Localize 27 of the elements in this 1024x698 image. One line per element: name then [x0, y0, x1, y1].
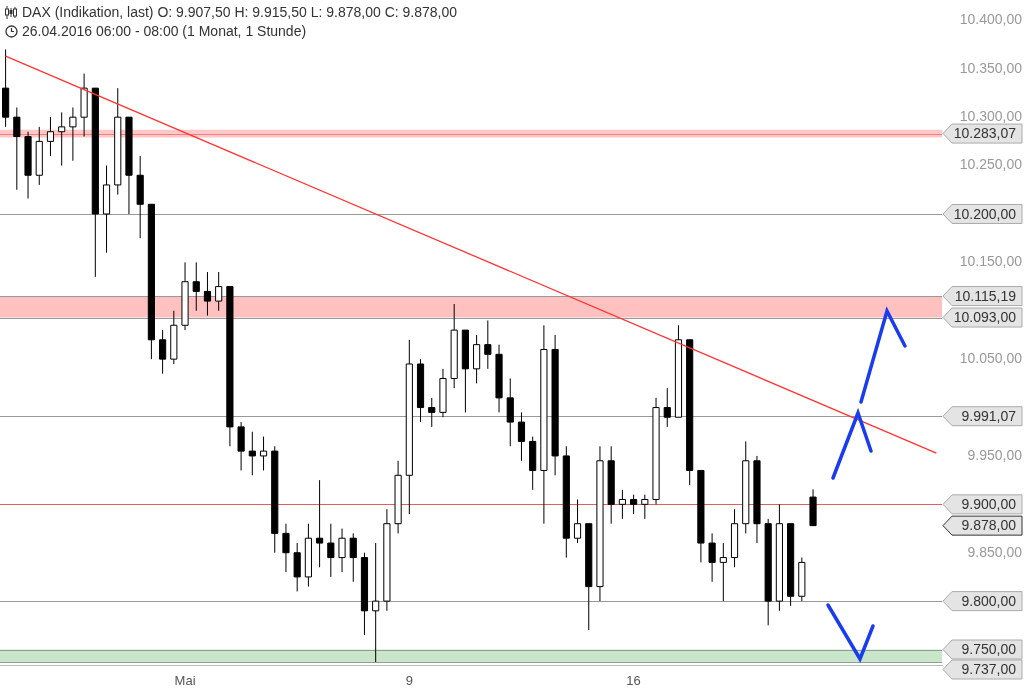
candlestick: [652, 397, 660, 505]
y-tick-label: 10.250,00: [959, 156, 1023, 173]
ref-line-label: 9.991,07: [961, 408, 1017, 425]
y-tick-label: 10.150,00: [959, 253, 1023, 270]
y-tick-label: 10.400,00: [959, 11, 1023, 28]
x-tick-label: 9: [405, 673, 413, 689]
y-tick-label: 10.050,00: [959, 350, 1023, 367]
y-tick-label: 9.950,00: [967, 446, 1023, 463]
ref-line-label: 9.900,00: [961, 496, 1017, 513]
chart-subtitle: 26.04.2016 06:00 - 08:00 (1 Monat, 1 Stunde): [22, 23, 307, 39]
y-tick-label: 10.350,00: [959, 59, 1023, 76]
text: 9.878,00: [961, 517, 1017, 534]
ref-line-label: 9.737,00: [961, 661, 1017, 678]
y-tick-label: 10.300,00: [959, 108, 1023, 125]
y-tick-label: 9.850,00: [967, 543, 1023, 560]
ref-line-label: 10.115,19: [954, 287, 1017, 304]
x-tick-label: Mai: [174, 673, 196, 689]
ref-line-label: 10.200,00: [953, 205, 1017, 222]
ref-line-label: 10.093,00: [953, 309, 1017, 326]
x-tick-label: 16: [626, 673, 641, 689]
chart-title: DAX (Indikation, last) O: 9.907,50 H: 9.915,50 L: 9.878,00 C: 9.878,00: [22, 4, 458, 20]
ref-line-label: 10.283,07: [953, 125, 1017, 142]
candlestick: [439, 368, 447, 418]
ref-line-label: 9.750,00: [961, 641, 1017, 658]
candlestick: [181, 261, 189, 331]
candlestick: [24, 131, 32, 199]
ref-line-label: 9.800,00: [961, 592, 1017, 609]
